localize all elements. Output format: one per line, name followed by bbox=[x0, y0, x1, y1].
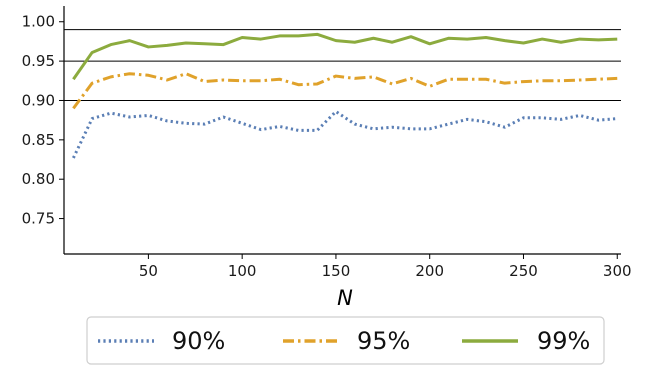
y-tick-label-0: 0.75 bbox=[22, 210, 55, 228]
x-tick-label-5: 300 bbox=[603, 262, 632, 280]
y-tick-label-3: 0.90 bbox=[22, 91, 55, 109]
x-tick-label-1: 100 bbox=[228, 262, 257, 280]
axes bbox=[63, 6, 621, 255]
legend-label-1: 95% bbox=[357, 327, 410, 355]
x-tick-label-0: 50 bbox=[139, 262, 158, 280]
reference-lines bbox=[64, 29, 621, 101]
x-axis-title: N bbox=[337, 286, 353, 310]
y-tick-label-4: 0.95 bbox=[22, 52, 55, 70]
y-tick-label-1: 0.80 bbox=[22, 170, 55, 188]
x-tick-label-4: 250 bbox=[509, 262, 538, 280]
series-line-1 bbox=[72, 72, 618, 110]
ticks: 50 100 150 200 250 300 0.75 0.80 0.85 0.90 0.95 1.0… bbox=[22, 13, 632, 280]
series-layer bbox=[72, 32, 618, 159]
legend-label-2: 99% bbox=[537, 327, 590, 355]
series-line-0 bbox=[72, 110, 618, 159]
x-tick-label-2: 150 bbox=[322, 262, 351, 280]
x-tick-label-3: 200 bbox=[415, 262, 444, 280]
legend-box bbox=[86, 316, 605, 365]
y-tick-label-5: 1.00 bbox=[22, 13, 55, 31]
legend: 90% 95% 99% bbox=[86, 316, 605, 365]
y-tick-label-2: 0.85 bbox=[22, 131, 55, 149]
series-line-2 bbox=[72, 32, 618, 81]
legend-label-0: 90% bbox=[172, 327, 225, 355]
